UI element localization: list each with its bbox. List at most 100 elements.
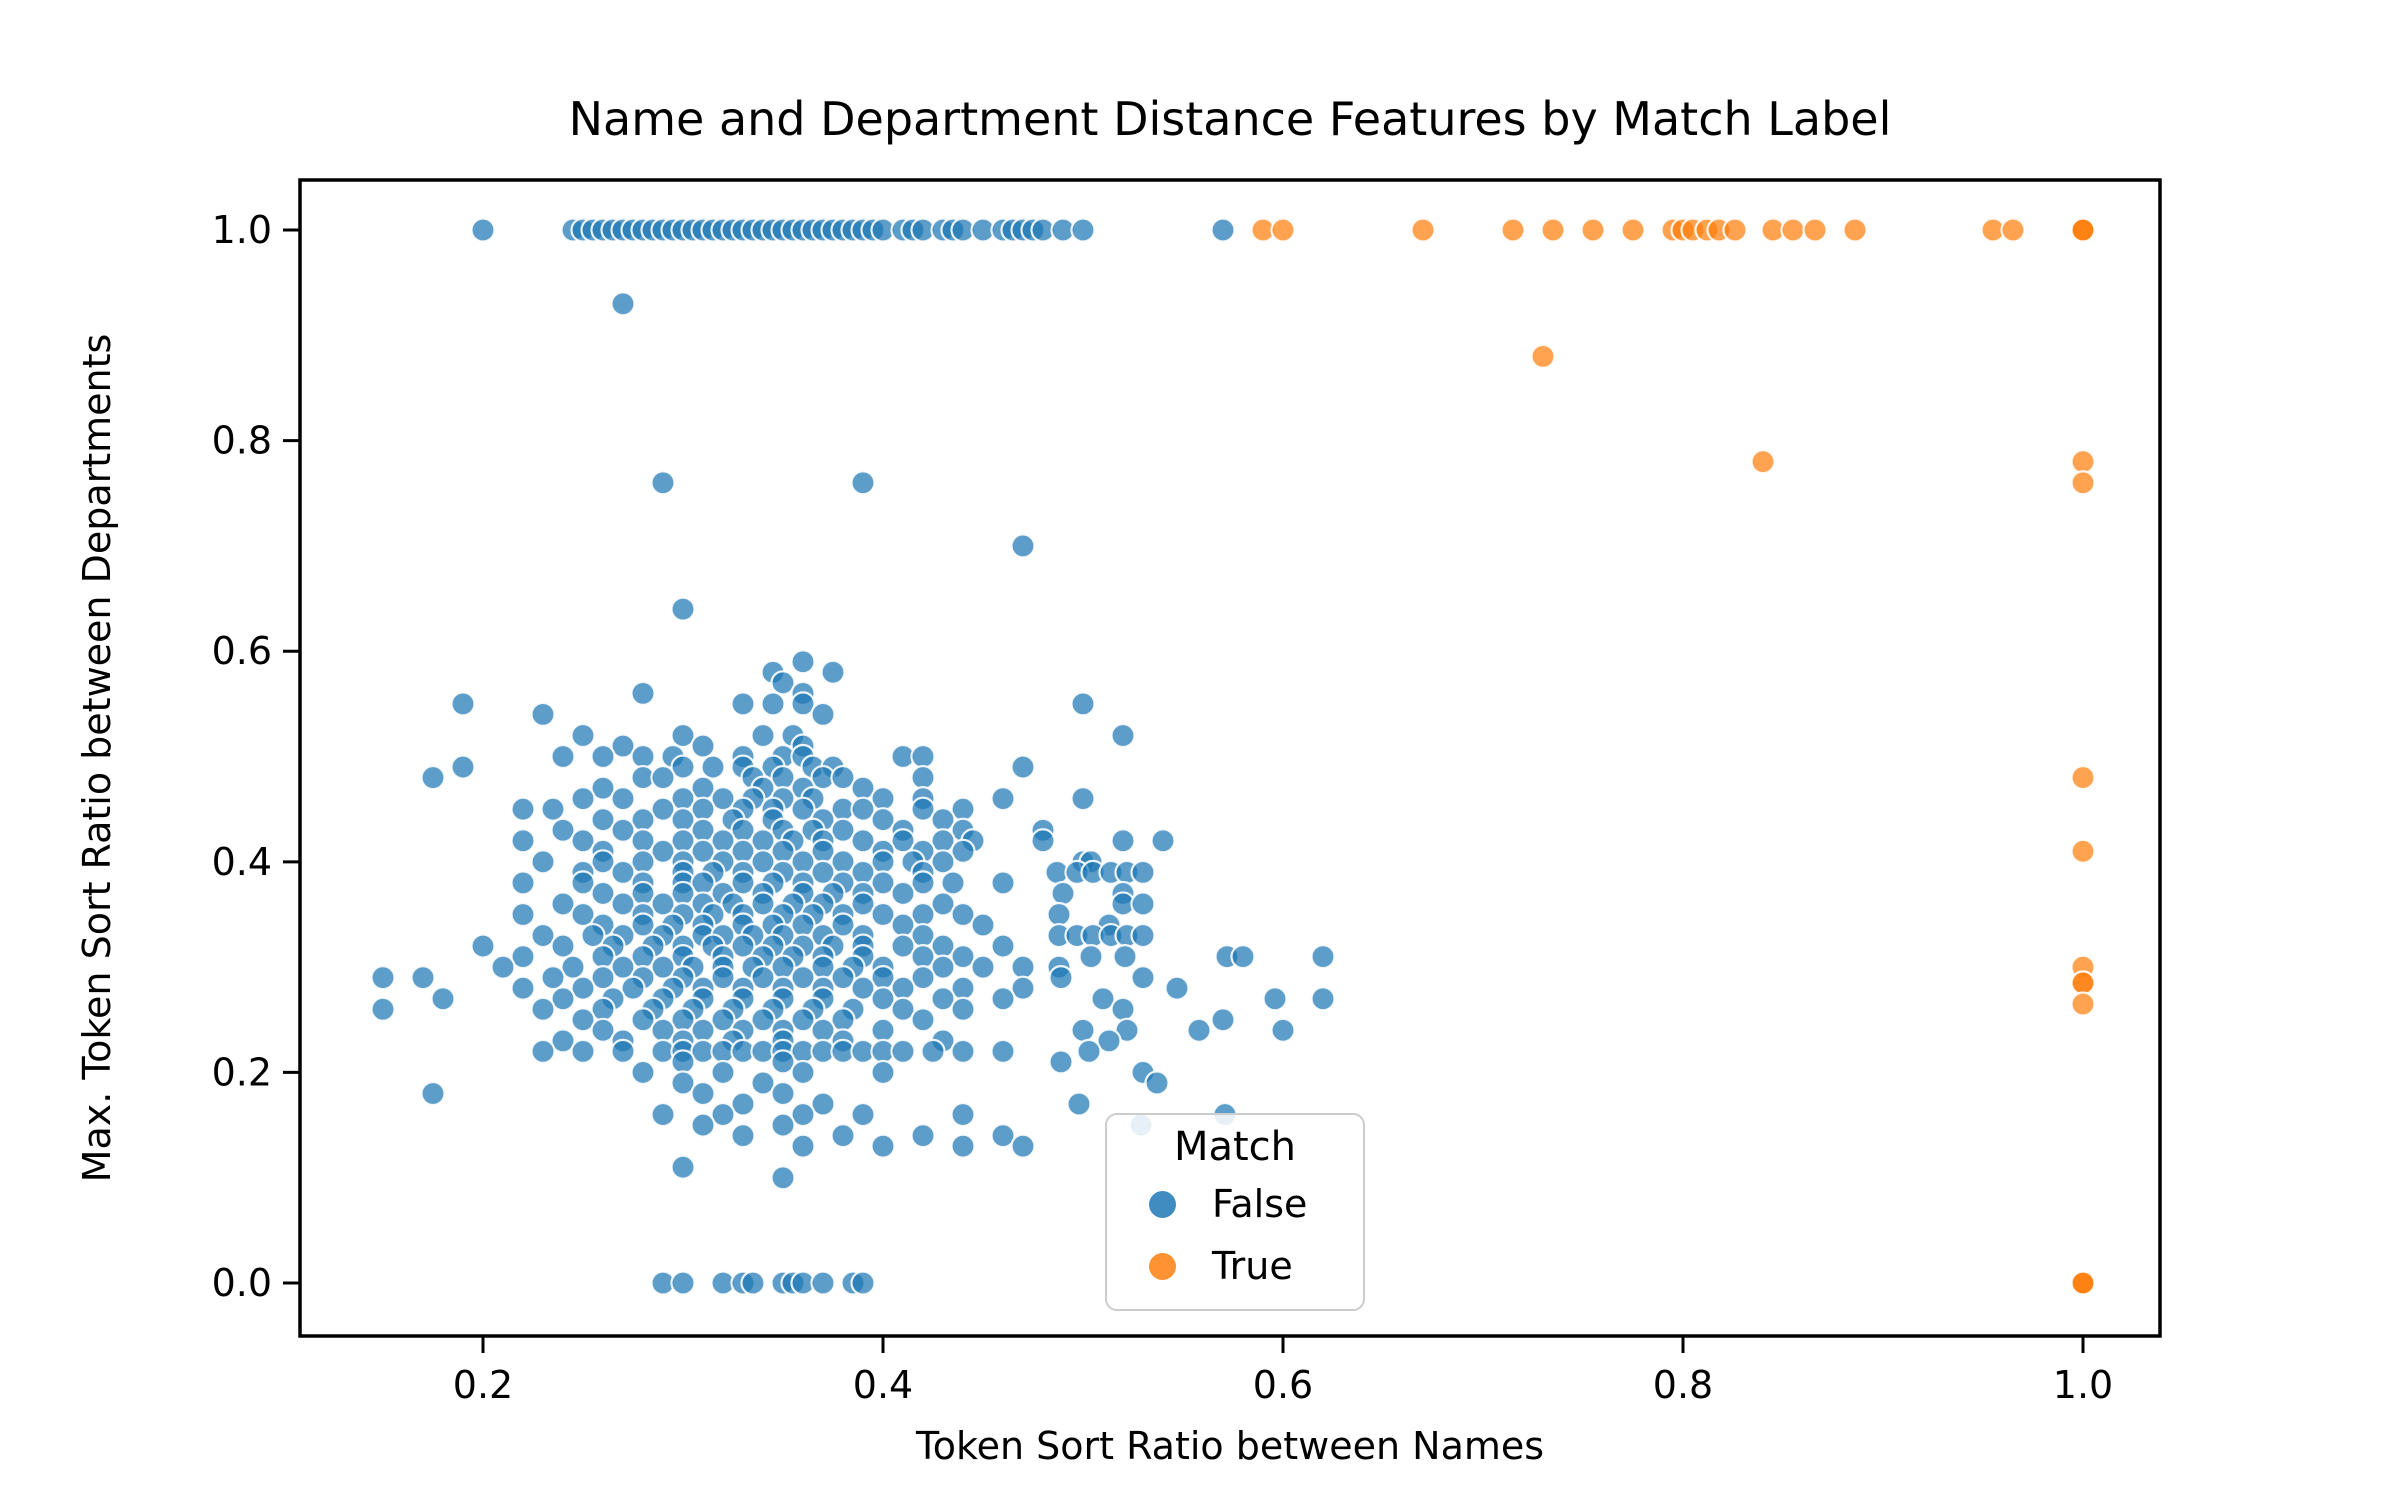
scatter-point-false: [1070, 1017, 1096, 1043]
scatter-point-false: [550, 817, 576, 843]
legend-label-false: False: [1212, 1182, 1308, 1226]
scatter-point-false: [1130, 922, 1156, 949]
scatter-point-false: [820, 659, 846, 685]
scatter-point-false: [590, 807, 616, 833]
scatter-point-false: [890, 880, 916, 907]
scatter-point-true: [2070, 449, 2096, 475]
scatter-point-false: [1010, 1133, 1036, 1159]
scatter-point-false: [750, 849, 776, 875]
scatter-point-false: [850, 1270, 876, 1296]
x-tick-label: 0.2: [453, 1363, 513, 1407]
scatter-point-false: [370, 965, 396, 991]
scatter-point-false: [370, 996, 396, 1022]
scatter-point-false: [770, 1165, 796, 1191]
legend-title: Match: [1173, 1124, 1297, 1170]
scatter-point-false: [760, 691, 786, 717]
x-tick-label: 0.4: [853, 1363, 913, 1407]
scatter-point-false: [510, 943, 536, 970]
scatter-point-false: [1076, 1038, 1102, 1064]
scatter-point-false: [850, 796, 876, 822]
scatter-point-false: [530, 996, 556, 1022]
scatter-point-false: [420, 764, 446, 791]
scatter-point-false: [630, 743, 656, 770]
scatter-point-false: [750, 891, 776, 917]
scatter-point-false: [1112, 943, 1138, 970]
scatter-point-false: [550, 743, 576, 770]
scatter-point-false: [1130, 859, 1156, 885]
scatter-point-false: [850, 1101, 876, 1128]
scatter-point-false: [470, 933, 496, 959]
scatter-point-false: [910, 764, 936, 791]
scatter-point-false: [790, 965, 816, 991]
scatter-point-false: [610, 1038, 636, 1064]
scatter-point-false: [590, 849, 616, 875]
scatter-point-false: [630, 1059, 656, 1086]
scatter-point-false: [910, 965, 936, 991]
scatter-point-false: [1130, 891, 1156, 917]
scatter-point-false: [1078, 943, 1104, 970]
x-tick-label: 0.8: [1653, 1363, 1713, 1407]
scatter-point-true: [1500, 217, 1526, 243]
scatter-point-false: [1070, 217, 1096, 243]
scatter-point-false: [510, 901, 536, 928]
scatter-point-false: [870, 807, 896, 833]
scatter-point-false: [830, 965, 856, 991]
scatter-point-false: [750, 722, 776, 749]
scatter-point-false: [910, 743, 936, 770]
scatter-point-false: [950, 996, 976, 1022]
scatter-point-true: [1530, 343, 1556, 369]
scatter-point-false: [670, 1154, 696, 1180]
scatter-point-false: [610, 817, 636, 843]
scatter-point-false: [1230, 943, 1256, 970]
scatter-point-true: [2000, 217, 2026, 243]
scatter-point-false: [790, 1101, 816, 1128]
scatter-point-false: [570, 786, 596, 812]
scatter-point-false: [580, 922, 606, 949]
y-tick-label: 1.0: [212, 208, 272, 252]
legend-items: False True: [1107, 1173, 1363, 1297]
scatter-point-false: [570, 722, 596, 749]
scatter-point-false: [990, 1038, 1016, 1064]
y-tick-label: 0.0: [212, 1261, 272, 1305]
scatter-point-false: [1066, 1091, 1092, 1117]
scatter-point-false: [1030, 828, 1056, 854]
scatter-point-false: [770, 1112, 796, 1138]
scatter-point-false: [570, 1007, 596, 1033]
scatter-point-false: [950, 1101, 976, 1128]
scatter-point-false: [850, 975, 876, 1001]
scatter-point-true: [2070, 470, 2096, 496]
scatter-point-false: [950, 1133, 976, 1159]
scatter-point-false: [870, 901, 896, 928]
scatter-point-false: [550, 986, 576, 1012]
scatter-point-false: [910, 1007, 936, 1033]
scatter-point-false: [550, 1028, 576, 1054]
y-axis-label: Max. Token Sort Ratio between Department…: [75, 333, 119, 1183]
x-tick-label: 1.0: [2053, 1363, 2113, 1407]
scatter-point-false: [730, 933, 756, 959]
legend: Match False True: [1105, 1113, 1365, 1311]
scatter-point-true: [1750, 449, 1776, 475]
scatter-point-true: [2070, 217, 2096, 243]
scatter-point-false: [650, 796, 676, 822]
scatter-point-false: [610, 291, 636, 317]
scatter-point-false: [650, 1101, 676, 1128]
scatter-point-false: [1070, 786, 1096, 812]
scatter-point-false: [1046, 901, 1072, 928]
scatter-point-false: [930, 891, 956, 917]
scatter-point-false: [570, 1038, 596, 1064]
scatter-point-false: [510, 828, 536, 854]
scatter-point-false: [930, 986, 956, 1012]
scatter-point-false: [770, 670, 796, 696]
scatter-point-false: [1010, 754, 1036, 780]
scatter-point-false: [1010, 533, 1036, 559]
scatter-point-false: [970, 954, 996, 980]
scatter-point-false: [650, 470, 676, 496]
scatter-point-false: [590, 775, 616, 801]
y-tick-label: 0.4: [212, 840, 272, 884]
scatter-point-false: [1210, 1007, 1236, 1033]
scatter-point-false: [690, 838, 716, 864]
scatter-point-false: [570, 901, 596, 928]
scatter-point-false: [1010, 975, 1036, 1001]
scatter-point-false: [870, 870, 896, 896]
scatter-point-false: [630, 912, 656, 938]
